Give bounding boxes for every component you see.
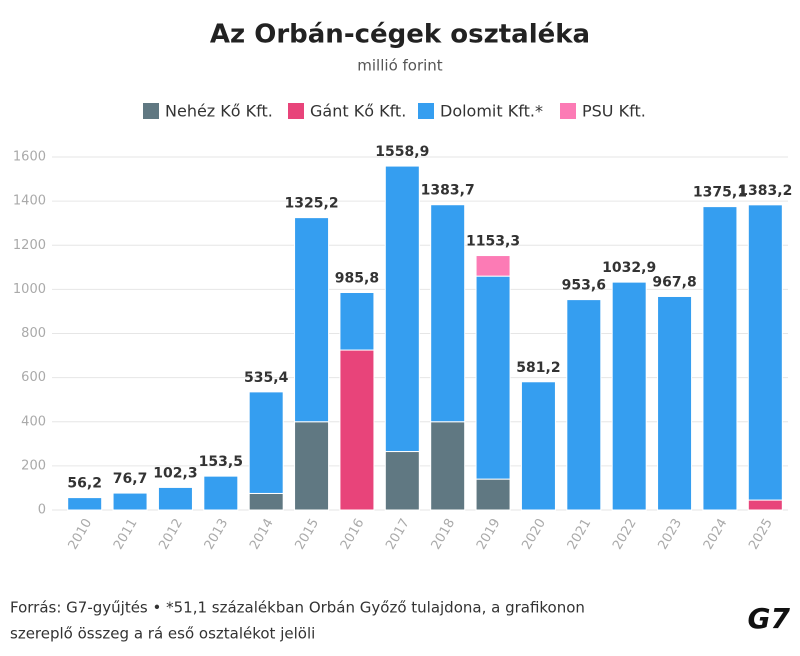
total-label: 535,4 [244,370,289,386]
x-tick-label: 2024 [701,516,731,552]
bar-segment [112,492,148,511]
bar-segment [67,497,103,511]
y-tick-label: 1600 [13,150,46,165]
legend-label: Nehéz Kő Kft. [165,102,273,121]
bar-segment [475,275,511,480]
bar-segment [157,486,193,511]
x-tick-label: 2010 [66,516,96,552]
legend-swatch [288,103,304,119]
x-tick-label: 2017 [383,516,413,552]
total-label: 1375,1 [693,185,747,201]
x-tick-label: 2022 [610,516,640,552]
y-tick-label: 0 [38,503,46,518]
legend-label: Gánt Kő Kft. [310,102,406,121]
bar-segment [339,292,375,351]
bar-segment [520,381,556,511]
total-label: 1558,9 [375,144,429,160]
y-tick-label: 1400 [13,194,46,209]
total-label: 967,8 [652,274,696,290]
total-label: 76,7 [113,471,148,487]
bar-segment [203,475,239,511]
bar-segment [339,349,375,511]
bar-segment [702,206,738,511]
x-tick-label: 2012 [156,516,186,552]
bar-segment [747,204,783,501]
bar-segment [384,451,420,511]
y-tick-label: 1000 [13,282,46,297]
bar-segment [611,281,647,511]
bar-segment [248,391,284,494]
legend-label: PSU Kft. [582,102,646,121]
bar-segment [566,299,602,511]
x-tick-label: 2014 [247,516,277,552]
y-tick-label: 400 [21,414,46,429]
y-tick-label: 800 [21,326,46,341]
y-tick-label: 1200 [13,238,46,253]
x-tick-label: 2021 [565,516,595,552]
y-tick-label: 200 [21,458,46,473]
bar-segment [294,421,330,511]
x-tick-label: 2015 [293,516,323,552]
bar-segment [430,204,466,423]
x-tick-label: 2013 [202,516,232,552]
bar-segment [248,492,284,511]
total-label: 1153,3 [466,234,520,250]
chart-title: Az Orbán-cégek osztaléka [210,20,590,50]
total-label: 581,2 [516,360,560,376]
bar-segment [475,478,511,511]
logo: G7 [748,602,791,635]
legend-swatch [560,103,576,119]
bar-segment [430,421,466,511]
x-tick-label: 2018 [429,516,459,552]
bar-segment [747,499,783,511]
note: Forrás: G7-gyűjtés • *51,1 százalékban O… [10,599,585,617]
total-label: 102,3 [153,465,197,481]
legend-label: Dolomit Kft.* [440,102,543,121]
x-tick-label: 2019 [474,516,504,552]
x-tick-label: 2011 [111,516,141,552]
x-tick-label: 2023 [656,516,686,552]
total-label: 56,2 [67,476,102,492]
x-tick-label: 2025 [746,516,776,552]
bar-segment [294,217,330,423]
note: szereplő összeg a rá eső osztalékot jelö… [10,625,315,643]
bar-segment [657,295,693,511]
total-label: 985,8 [335,271,379,287]
total-label: 153,5 [199,454,243,470]
total-label: 953,6 [562,278,606,294]
y-tick-label: 600 [21,370,46,385]
legend-swatch [418,103,434,119]
bar-segment [384,165,420,453]
total-label: 1325,2 [285,196,339,212]
x-tick-label: 2016 [338,516,368,552]
x-tick-label: 2020 [519,516,549,552]
total-label: 1383,7 [421,183,475,199]
total-label: 1032,9 [602,260,656,276]
chart-subtitle: millió forint [357,57,443,75]
legend-swatch [143,103,159,119]
total-label: 1383,2 [738,183,792,199]
bar-segment [475,255,511,277]
